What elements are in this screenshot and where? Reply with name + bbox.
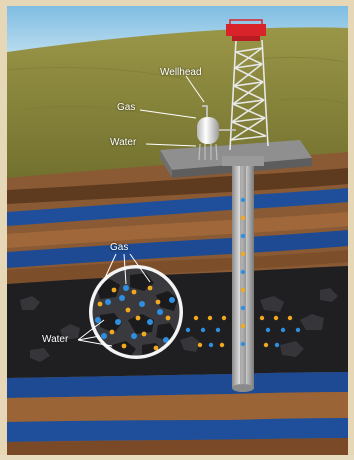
water-layer-1: [7, 188, 348, 226]
water-leader: [145, 143, 197, 147]
derrick-crown: [226, 19, 266, 41]
soil-band-4: [7, 392, 348, 422]
gas-surface-label: Gas: [117, 102, 136, 113]
water-layer-3: [7, 372, 348, 398]
soil-band-3: [7, 250, 348, 284]
water-detail-leader: [77, 319, 113, 347]
derrick-tower: [229, 39, 269, 151]
coal-texture: [20, 288, 338, 362]
grass-texture: [6, 56, 347, 153]
dark-soil-band: [7, 168, 348, 204]
water-layer-4: [7, 418, 348, 442]
pipe-flow-particles: [240, 197, 246, 347]
label-leader-lines: [77, 75, 205, 347]
lateral-flow-particles: [185, 315, 301, 348]
water-layer-2: [7, 230, 348, 268]
wellhead-leader: [185, 75, 205, 103]
separator-tank: [197, 105, 236, 161]
soil-band-5: [7, 438, 348, 455]
soil-band-2: [7, 212, 348, 248]
rock-strata: [7, 152, 348, 455]
gas-leader: [139, 109, 197, 119]
water-surface-label: Water: [110, 137, 137, 148]
wellhead-label: Wellhead: [160, 67, 202, 78]
gas-detail-label: Gas: [110, 242, 129, 253]
water-detail-label: Water: [42, 334, 69, 345]
gas-detail-leader: [103, 253, 151, 285]
magnified-coal-detail: [89, 265, 183, 359]
